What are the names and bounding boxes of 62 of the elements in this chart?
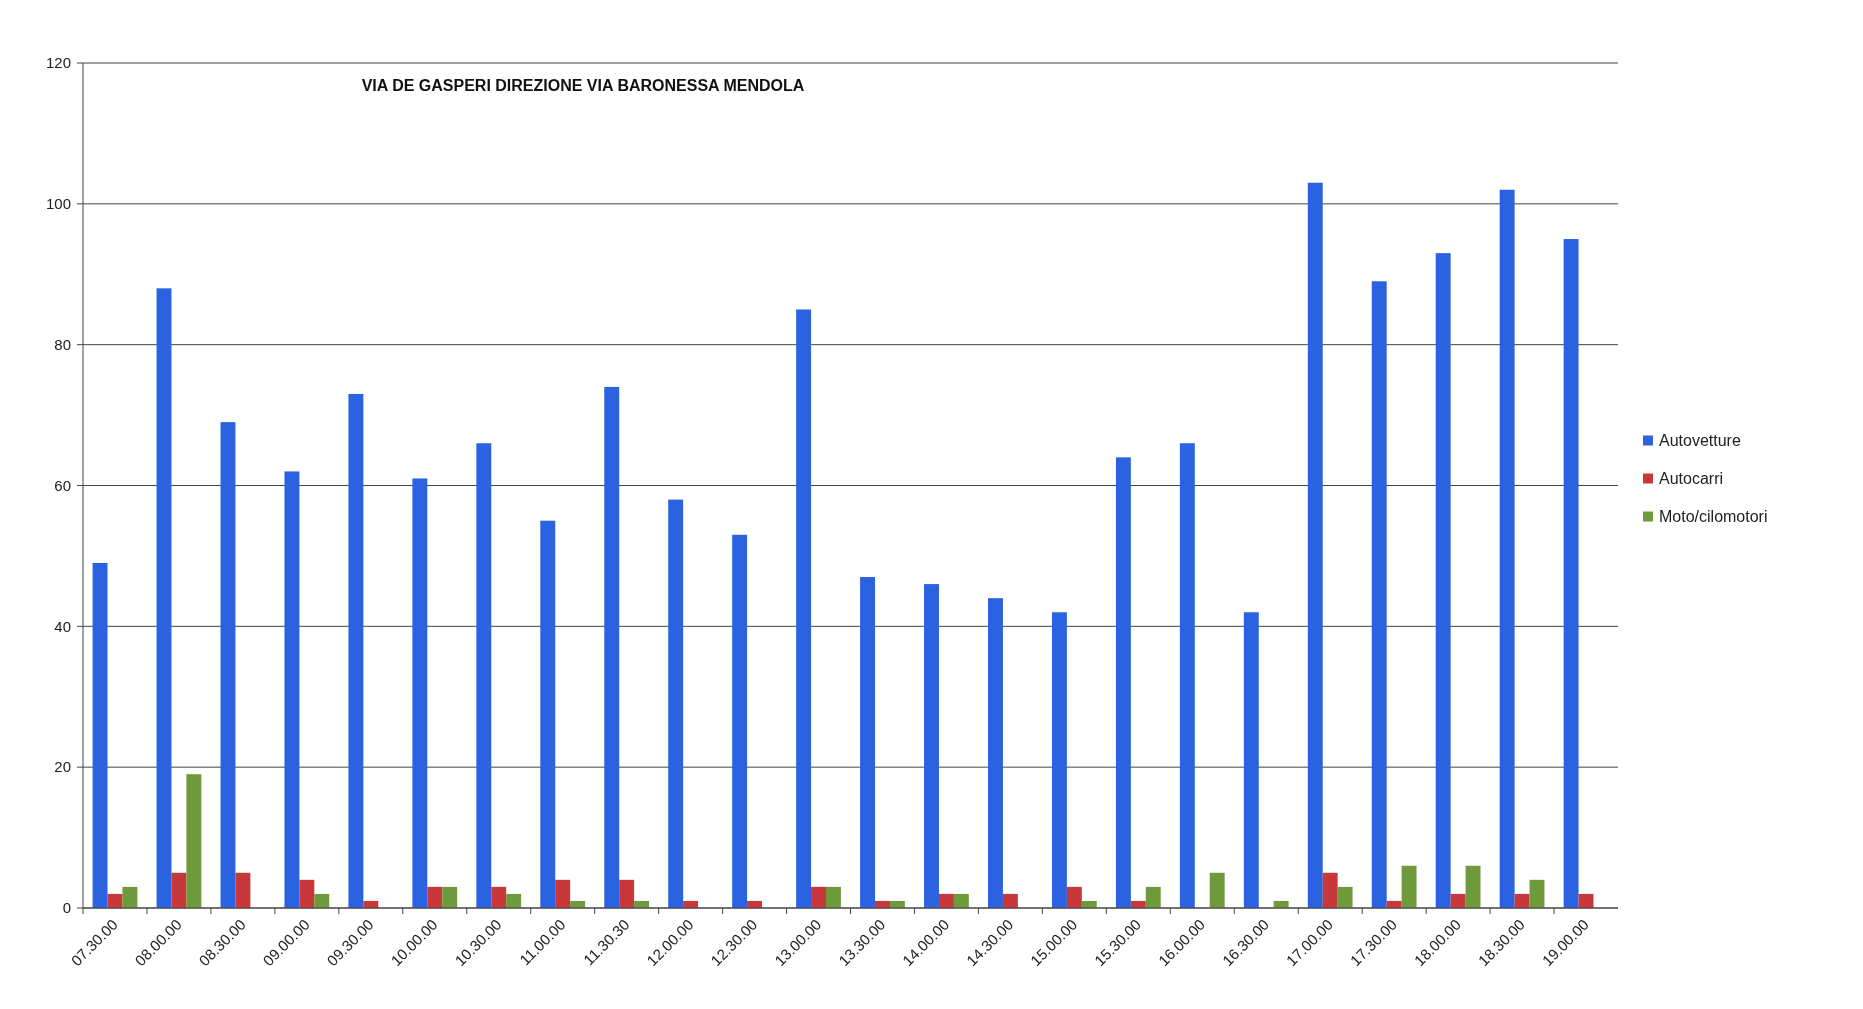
bar <box>668 499 684 908</box>
bar <box>540 520 556 908</box>
legend-label: Autocarri <box>1659 470 1724 488</box>
y-tick-label: 100 <box>45 195 71 213</box>
bar <box>171 872 187 908</box>
bar <box>1115 457 1131 908</box>
bar <box>1499 189 1515 908</box>
bar <box>1243 612 1259 908</box>
bar <box>186 774 202 908</box>
bar <box>811 886 826 908</box>
bar <box>924 584 939 908</box>
bar <box>220 422 236 908</box>
y-tick-label: 20 <box>54 758 71 776</box>
bar <box>122 886 138 908</box>
y-tick-label: 40 <box>54 617 71 635</box>
bar <box>938 893 954 908</box>
bar <box>506 893 522 908</box>
bar <box>235 872 251 908</box>
bar <box>491 886 507 908</box>
y-tick-label: 120 <box>45 54 71 72</box>
bar <box>604 386 620 908</box>
bar <box>1371 281 1387 908</box>
bar <box>1529 879 1545 908</box>
bar <box>156 288 172 908</box>
bar <box>284 471 300 908</box>
bar <box>555 879 571 908</box>
bar <box>1145 886 1161 908</box>
bar <box>314 893 330 908</box>
bar <box>1337 886 1353 908</box>
bar <box>1465 865 1481 908</box>
bar <box>1563 239 1579 908</box>
bar <box>1322 872 1338 908</box>
bar <box>825 886 841 908</box>
legend-label: Autovetture <box>1659 432 1741 450</box>
legend-label: Moto/cilomotori <box>1659 508 1768 526</box>
y-tick-label: 0 <box>62 899 71 917</box>
bar <box>1307 182 1323 908</box>
bar <box>1450 893 1466 908</box>
bar <box>860 577 876 908</box>
bar <box>427 886 443 908</box>
bar <box>1209 872 1225 908</box>
bar <box>1514 893 1530 908</box>
bar <box>619 879 635 908</box>
y-tick-label: 80 <box>54 335 71 353</box>
bar <box>299 879 315 908</box>
bar <box>1051 612 1067 908</box>
bar <box>732 534 748 908</box>
bar <box>92 562 108 908</box>
bar <box>412 478 428 908</box>
bar <box>1179 443 1195 908</box>
bar <box>1066 886 1082 908</box>
bar <box>476 443 492 908</box>
y-tick-label: 60 <box>54 476 71 494</box>
bar <box>1401 865 1417 908</box>
bar <box>1002 893 1018 908</box>
bar <box>348 393 364 908</box>
bar <box>988 598 1003 908</box>
bar <box>442 886 458 908</box>
bar <box>953 893 969 908</box>
text: VIA DE GASPERI DIREZIONE VIA BARONESSA MENDOLA <box>361 77 805 94</box>
bar <box>796 309 812 908</box>
bar <box>1435 253 1451 908</box>
